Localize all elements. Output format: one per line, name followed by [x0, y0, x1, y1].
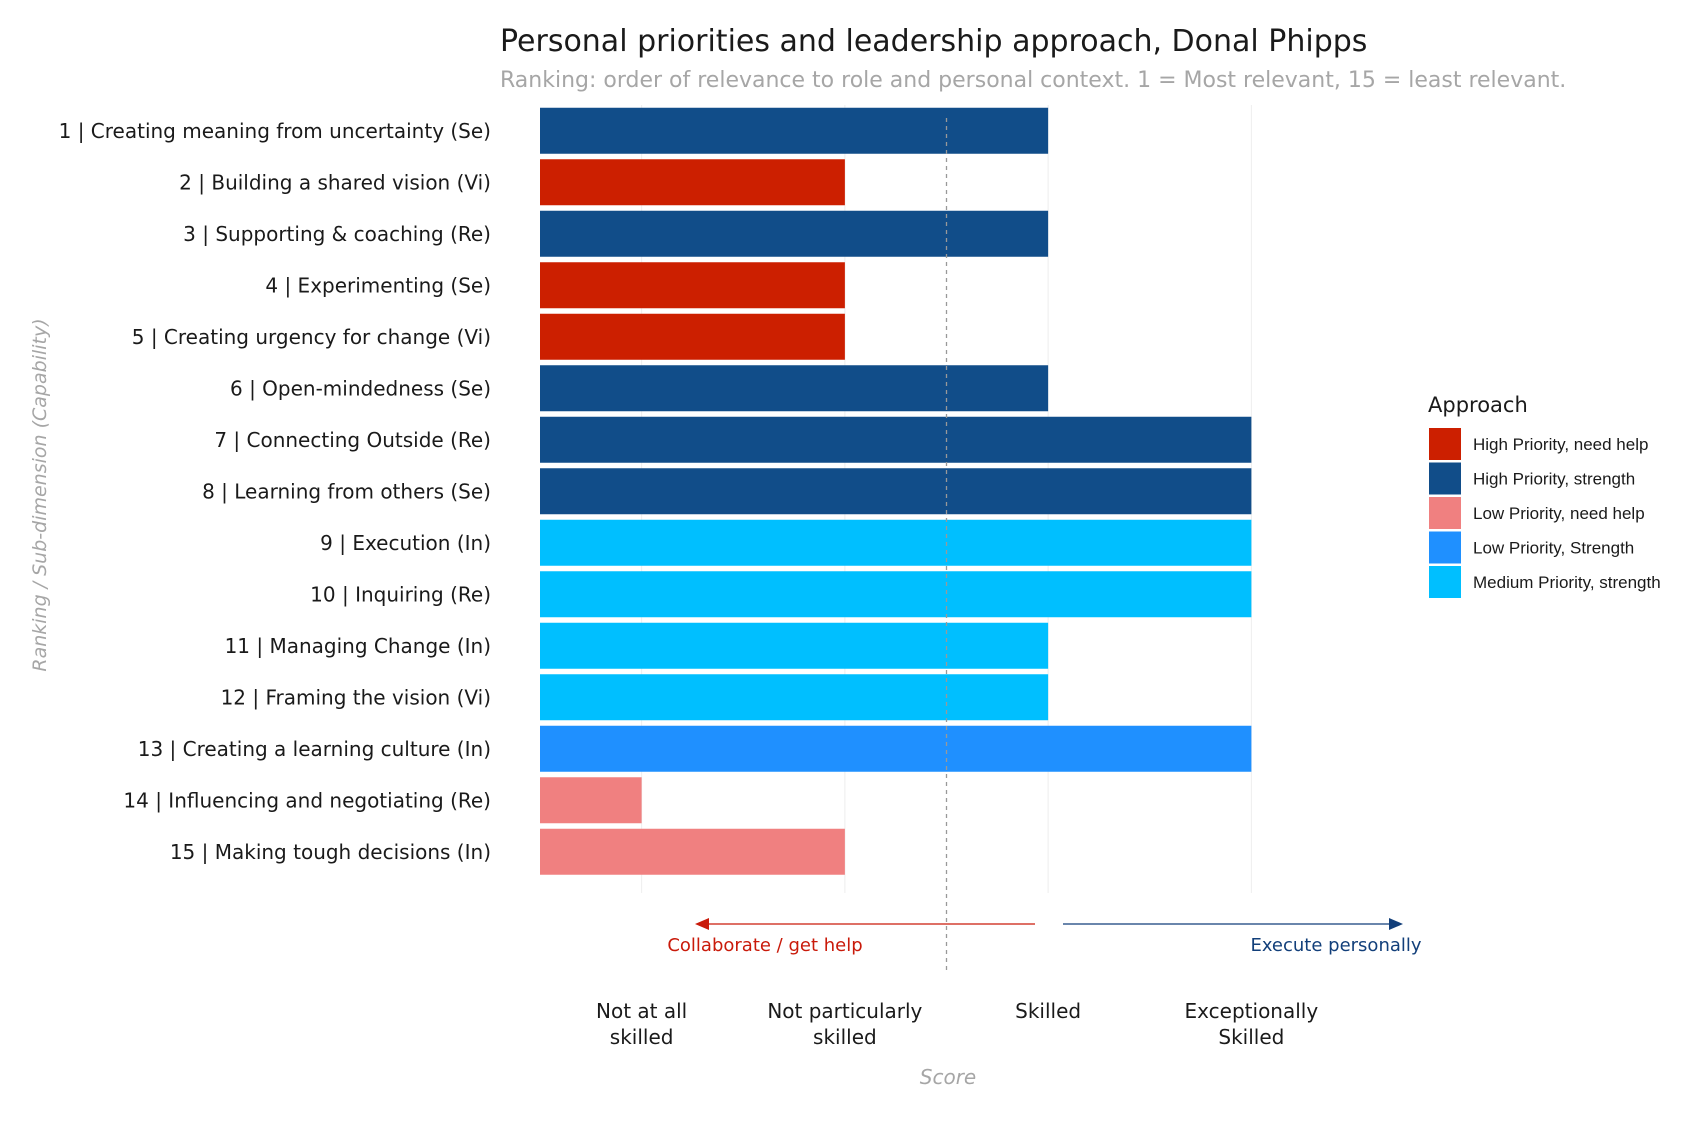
category-label-8: 8 | Learning from others (Se): [202, 479, 491, 503]
category-label-13: 13 | Creating a learning culture (In): [138, 737, 491, 761]
legend-title: Approach: [1428, 393, 1528, 417]
x-tick-label-4: Exceptionally Skilled: [1185, 999, 1319, 1049]
x-tick-label-2: Not particularly skilled: [767, 999, 922, 1049]
chart-subtitle: Ranking: order of relevance to role and …: [500, 68, 1566, 93]
left-arrowhead-icon: [695, 918, 709, 930]
category-label-12: 12 | Framing the vision (Vi): [221, 685, 491, 709]
legend-swatch-2: [1429, 462, 1461, 495]
category-label-15: 15 | Making tough decisions (In): [170, 840, 491, 864]
category-label-11: 11 | Managing Change (In): [225, 634, 491, 658]
category-label-5: 5 | Creating urgency for change (Vi): [132, 325, 491, 349]
legend-label-2: High Priority, strength: [1473, 470, 1635, 489]
bar-9: [540, 519, 1252, 566]
legend-label-5: Medium Priority, strength: [1473, 573, 1661, 592]
bar-8: [540, 468, 1252, 515]
category-label-4: 4 | Experimenting (Se): [265, 273, 491, 297]
legend-label-4: Low Priority, Strength: [1473, 539, 1634, 558]
legend-swatch-1: [1429, 428, 1461, 460]
bar-14: [540, 777, 642, 824]
legend-swatch-5: [1429, 566, 1461, 598]
category-label-1: 1 | Creating meaning from uncertainty (S…: [59, 119, 491, 143]
bar-11: [540, 622, 1049, 669]
bar-2: [540, 159, 845, 206]
category-label-14: 14 | Influencing and negotiating (Re): [123, 788, 491, 812]
bars: [540, 107, 1252, 875]
annotation-collaborate: Collaborate / get help: [667, 935, 862, 956]
legend-label-3: Low Priority, need help: [1473, 504, 1645, 523]
direction-annotations: Collaborate / get help Execute personally: [667, 918, 1422, 956]
x-tick-label-1: Not at all skilled: [596, 999, 687, 1049]
category-label-3: 3 | Supporting & coaching (Re): [183, 222, 491, 246]
chart-title: Personal priorities and leadership appro…: [500, 24, 1367, 59]
bar-3: [540, 210, 1049, 257]
legend-label-1: High Priority, need help: [1473, 435, 1648, 454]
bar-6: [540, 365, 1049, 412]
bar-7: [540, 416, 1252, 463]
bar-15: [540, 828, 845, 875]
legend-swatch-4: [1429, 531, 1461, 564]
bar-13: [540, 725, 1252, 772]
annotation-execute: Execute personally: [1250, 935, 1421, 956]
legend-swatch-3: [1429, 497, 1461, 529]
category-label-9: 9 | Execution (In): [320, 531, 491, 555]
legend: Approach High Priority, need help High Pr…: [1428, 393, 1661, 598]
category-label-2: 2 | Building a shared vision (Vi): [179, 170, 491, 194]
x-tick-labels: Not at all skilled Not particularly skilled…: [596, 999, 1318, 1049]
y-axis-label: Ranking / Sub-dimension (Capability): [29, 318, 51, 671]
bar-1: [540, 107, 1049, 154]
x-axis-label: Score: [920, 1065, 976, 1089]
bar-10: [540, 571, 1252, 618]
category-label-6: 6 | Open-mindedness (Se): [230, 376, 491, 400]
category-label-7: 7 | Connecting Outside (Re): [214, 428, 491, 452]
category-label-10: 10 | Inquiring (Re): [310, 582, 491, 606]
bar-4: [540, 262, 845, 309]
bar-12: [540, 674, 1049, 721]
right-arrowhead-icon: [1389, 918, 1403, 930]
x-tick-label-3: Skilled: [1015, 999, 1081, 1023]
bar-5: [540, 313, 845, 360]
category-labels: 1 | Creating meaning from uncertainty (S…: [59, 119, 491, 864]
